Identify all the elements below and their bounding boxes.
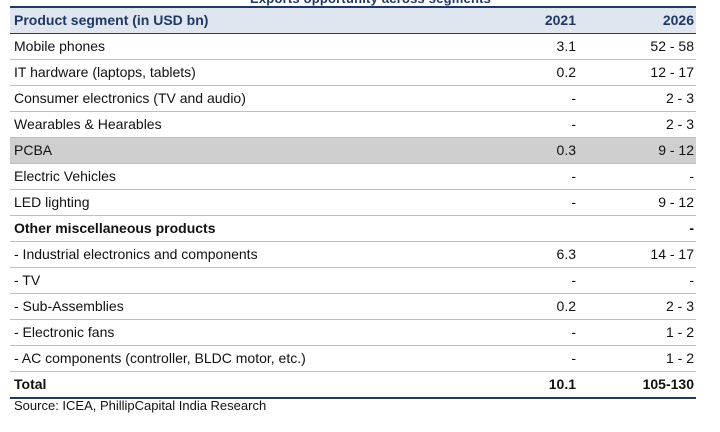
table-row: Other miscellaneous products -: [10, 215, 696, 242]
row-label: Mobile phones: [10, 33, 460, 60]
row-label: - AC components (controller, BLDC motor,…: [10, 345, 460, 372]
cell-2021: -: [460, 267, 578, 294]
table-row: PCBA 0.3 9 - 12: [10, 137, 696, 164]
cell-2021: -: [460, 319, 578, 346]
header-2026: 2026: [578, 6, 696, 34]
row-label: - Industrial electronics and components: [10, 241, 460, 268]
row-label: LED lighting: [10, 189, 460, 216]
row-label: - Sub-Assemblies: [10, 293, 460, 320]
cell-2026: 9 - 12: [578, 137, 696, 164]
cell-2026: 52 - 58: [578, 33, 696, 60]
table-row: - Electronic fans -1 - 2: [10, 319, 696, 346]
cell-2021: 3.1: [460, 33, 578, 60]
table-row: Electric Vehicles - -: [10, 163, 696, 190]
cell-2021: 0.3: [460, 137, 578, 164]
header-segment: Product segment (in USD bn): [10, 6, 460, 34]
table-row: Consumer electronics (TV and audio) -2 - …: [10, 85, 696, 112]
table-row: - Sub-Assemblies 0.2 2 - 3: [10, 293, 696, 320]
table-body: Mobile phones 3.1 52 - 58 IT hardware (lapt…: [10, 33, 696, 399]
source-note: Source: ICEA, PhillipCapital India Resea…: [14, 398, 267, 413]
table-header-row: Product segment (in USD bn) 2021 2026: [10, 6, 696, 34]
cell-2021: [460, 215, 578, 242]
table-row: Wearables & Hearables -2 - 3: [10, 111, 696, 138]
cell-2026: 2 - 3: [578, 111, 696, 138]
cutoff-title: Exports opportunity across segments: [0, 0, 720, 6]
table-row: IT hardware (laptops, tablets) 0.2 12 - 17: [10, 59, 696, 86]
row-label: Wearables & Hearables: [10, 111, 460, 138]
cell-2026: 14 - 17: [578, 241, 696, 268]
product-segment-table: Product segment (in USD bn) 2021 2026 Mo…: [10, 6, 696, 399]
cell-2026: 9 - 12: [578, 189, 696, 216]
row-label: Electric Vehicles: [10, 163, 460, 190]
row-label: Other miscellaneous products: [10, 215, 460, 242]
cell-2021: 0.2: [460, 293, 578, 320]
header-2021: 2021: [460, 6, 578, 34]
row-label: PCBA: [10, 137, 460, 164]
cell-2026: -: [578, 163, 696, 190]
row-label: Total: [10, 371, 460, 399]
cell-2021: 0.2: [460, 59, 578, 86]
cell-2026: 1 - 2: [578, 319, 696, 346]
row-label: Consumer electronics (TV and audio): [10, 85, 460, 112]
cell-2021: -: [460, 345, 578, 372]
cell-2021: -: [460, 189, 578, 216]
table-row: LED lighting -9 - 12: [10, 189, 696, 216]
cell-2021: -: [460, 163, 578, 190]
row-label: IT hardware (laptops, tablets): [10, 59, 460, 86]
cell-2026: 12 - 17: [578, 59, 696, 86]
cell-2026: -: [578, 215, 696, 242]
cell-2026: 2 - 3: [578, 293, 696, 320]
cell-2021: -: [460, 85, 578, 112]
cell-2021: 6.3: [460, 241, 578, 268]
row-label: - TV: [10, 267, 460, 294]
cell-2026: 1 - 2: [578, 345, 696, 372]
table-row: - TV - -: [10, 267, 696, 294]
cell-2021: 10.1: [460, 371, 578, 399]
table-row: Mobile phones 3.1 52 - 58: [10, 33, 696, 60]
table-row: - AC components (controller, BLDC motor,…: [10, 345, 696, 372]
table-row: Total 10.1 105-130: [10, 371, 696, 399]
cell-2026: 105-130: [578, 371, 696, 399]
row-label: - Electronic fans: [10, 319, 460, 346]
table-row: - Industrial electronics and components 6…: [10, 241, 696, 268]
cell-2021: -: [460, 111, 578, 138]
cell-2026: 2 - 3: [578, 85, 696, 112]
cell-2026: -: [578, 267, 696, 294]
